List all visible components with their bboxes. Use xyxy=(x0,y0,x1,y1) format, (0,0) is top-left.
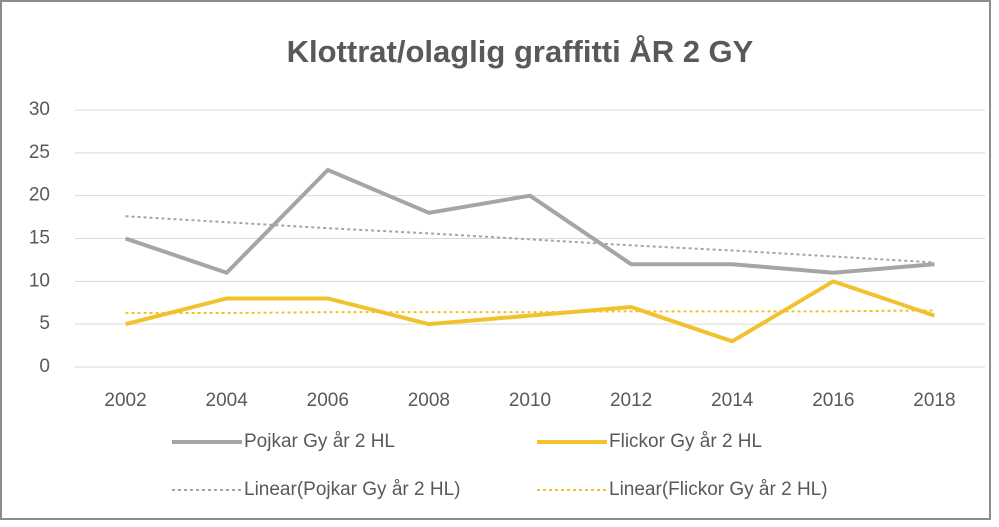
x-tick-label: 2016 xyxy=(812,390,854,411)
legend-label: Pojkar Gy år 2 HL xyxy=(244,431,395,452)
x-tick-label: 2018 xyxy=(913,390,955,411)
legend-label: Linear(Pojkar Gy år 2 HL) xyxy=(244,479,460,500)
chart-title: Klottrat/olaglig graffitti ÅR 2 GY xyxy=(287,34,754,69)
x-tick-label: 2014 xyxy=(711,390,754,411)
trend-line xyxy=(125,309,935,315)
legend-label: Linear(Flickor Gy år 2 HL) xyxy=(609,479,828,500)
series-line xyxy=(124,167,935,275)
x-tick-label: 2008 xyxy=(408,390,450,411)
legend-label: Flickor Gy år 2 HL xyxy=(609,431,762,452)
x-tick-label: 2012 xyxy=(610,390,652,411)
x-tick-label: 2006 xyxy=(307,390,349,411)
series-line xyxy=(125,279,936,344)
y-tick-label: 0 xyxy=(39,356,50,377)
y-tick-label: 30 xyxy=(29,99,50,120)
x-tick-label: 2004 xyxy=(206,390,249,411)
y-tick-label: 25 xyxy=(29,142,50,163)
y-tick-label: 20 xyxy=(29,185,50,206)
x-tick-label: 2010 xyxy=(509,390,551,411)
y-tick-label: 15 xyxy=(29,228,50,249)
x-tick-label: 2002 xyxy=(104,390,146,411)
y-tick-label: 10 xyxy=(29,270,50,291)
chart-frame xyxy=(0,0,991,520)
y-tick-label: 5 xyxy=(39,313,50,334)
